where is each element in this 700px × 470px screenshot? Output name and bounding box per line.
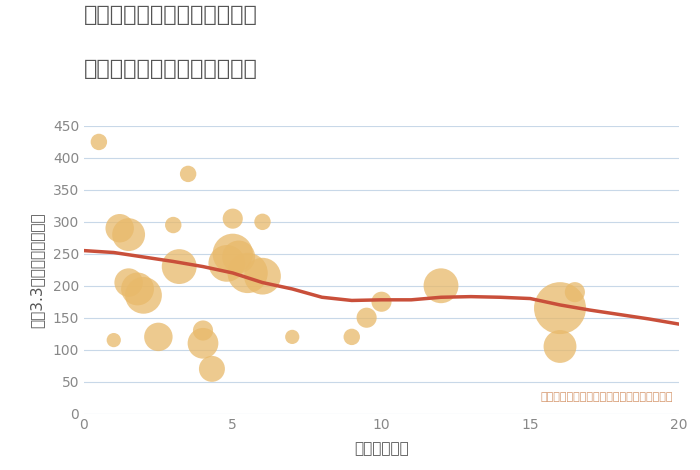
- Point: [435, 282, 447, 290]
- Point: [257, 218, 268, 226]
- Point: [108, 337, 119, 344]
- Point: [227, 215, 238, 222]
- Point: [257, 273, 268, 280]
- Point: [242, 269, 253, 277]
- Point: [174, 263, 185, 270]
- Text: 円の大きさは、取引のあった物件面積を示す: 円の大きさは、取引のあった物件面積を示す: [540, 392, 673, 402]
- Point: [93, 138, 104, 146]
- Text: 神奈川県横浜市中区小港町の: 神奈川県横浜市中区小港町の: [84, 5, 258, 25]
- Point: [123, 231, 134, 238]
- Point: [197, 339, 209, 347]
- Point: [221, 259, 232, 267]
- Point: [183, 170, 194, 178]
- Y-axis label: 坪（3.3㎡）単価（万円）: 坪（3.3㎡）単価（万円）: [29, 212, 44, 328]
- Point: [153, 333, 164, 341]
- Point: [554, 343, 566, 350]
- Point: [123, 279, 134, 286]
- Point: [554, 305, 566, 312]
- Text: 駅距離別中古マンション価格: 駅距離別中古マンション価格: [84, 59, 258, 79]
- Point: [346, 333, 357, 341]
- X-axis label: 駅距離（分）: 駅距離（分）: [354, 441, 409, 456]
- Point: [376, 298, 387, 306]
- Point: [132, 285, 144, 293]
- Point: [233, 253, 244, 261]
- Point: [114, 225, 125, 232]
- Point: [227, 250, 238, 258]
- Point: [168, 221, 179, 229]
- Point: [287, 333, 298, 341]
- Point: [569, 289, 580, 296]
- Point: [138, 291, 149, 299]
- Point: [197, 327, 209, 334]
- Point: [206, 365, 218, 373]
- Point: [361, 314, 372, 321]
